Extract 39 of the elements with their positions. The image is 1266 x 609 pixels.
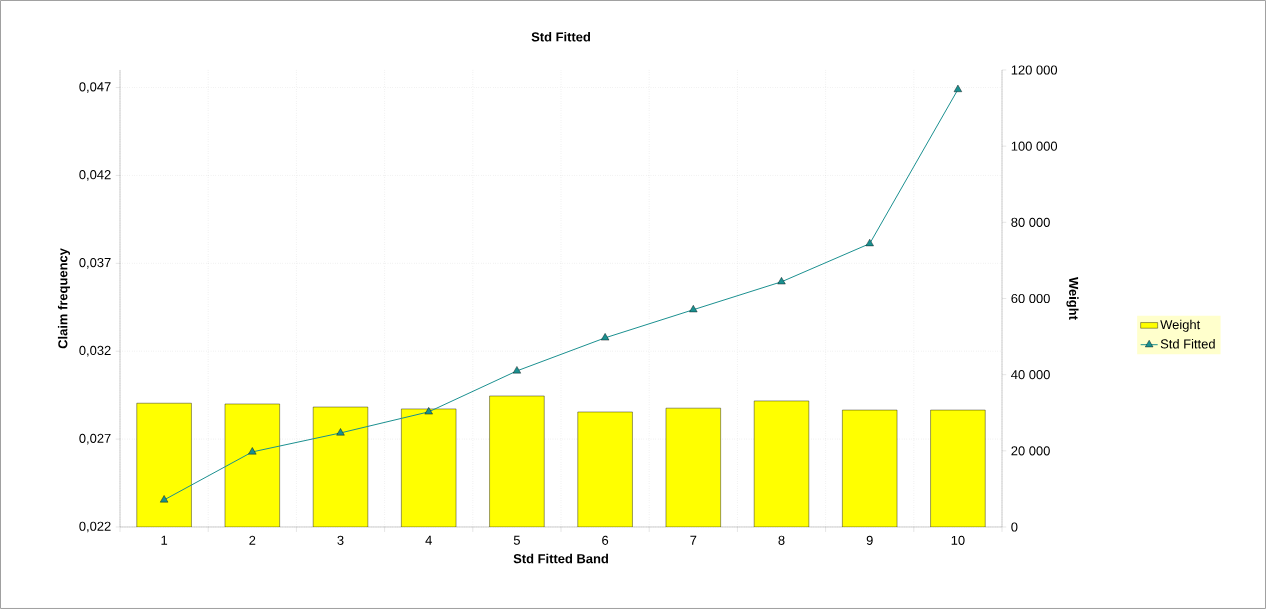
- point: [689, 305, 698, 313]
- point: [512, 366, 522, 374]
- point: [248, 447, 257, 455]
- x-tick-label: 9: [866, 535, 873, 545]
- point: [777, 277, 786, 285]
- y2-axis-title: Weight: [1066, 277, 1079, 320]
- x-tick-label: 4: [425, 535, 432, 545]
- y2-tick-label: 80 000: [1011, 217, 1050, 227]
- x-tick-label: 7: [690, 535, 697, 545]
- y2-tick-label: 60 000: [1011, 293, 1050, 304]
- y-tick-label: 0,047: [79, 82, 111, 93]
- x-tick-label: 1: [161, 535, 168, 545]
- x-tick-label: 10: [951, 535, 965, 545]
- y2-tick-label: 40 000: [1011, 370, 1050, 380]
- y2-tick-label: 120 000: [1011, 65, 1058, 75]
- point: [424, 407, 433, 415]
- x-tick-label: 8: [778, 535, 785, 545]
- legend-label: Weight: [1160, 319, 1201, 332]
- x-tick-label: 6: [602, 535, 609, 545]
- y2-tick-label: 20 000: [1011, 446, 1050, 456]
- point: [160, 495, 169, 503]
- y2-tick-label: 0: [1011, 522, 1018, 532]
- y-tick-label: 0,022: [79, 521, 111, 533]
- x-tick-label: 5: [513, 535, 520, 545]
- y-tick-label: 0,032: [79, 345, 111, 357]
- point: [953, 84, 962, 92]
- point: [865, 238, 874, 247]
- y-tick-label: 0,042: [79, 170, 111, 181]
- x-axis-title: Std Fitted Band: [513, 553, 608, 564]
- point: [601, 333, 610, 341]
- chart-title: Std Fitted: [531, 31, 591, 42]
- y2-tick-label: 100 000: [1011, 141, 1058, 151]
- y-tick-label: 0,027: [79, 433, 111, 445]
- y-tick-label: 0,037: [79, 257, 111, 269]
- x-tick-label: 3: [337, 535, 344, 545]
- x-tick-label: 2: [249, 535, 256, 545]
- point: [336, 428, 345, 436]
- legend-label: Std Fitted: [1160, 339, 1215, 349]
- y-axis-title: Claim frequency: [57, 248, 70, 349]
